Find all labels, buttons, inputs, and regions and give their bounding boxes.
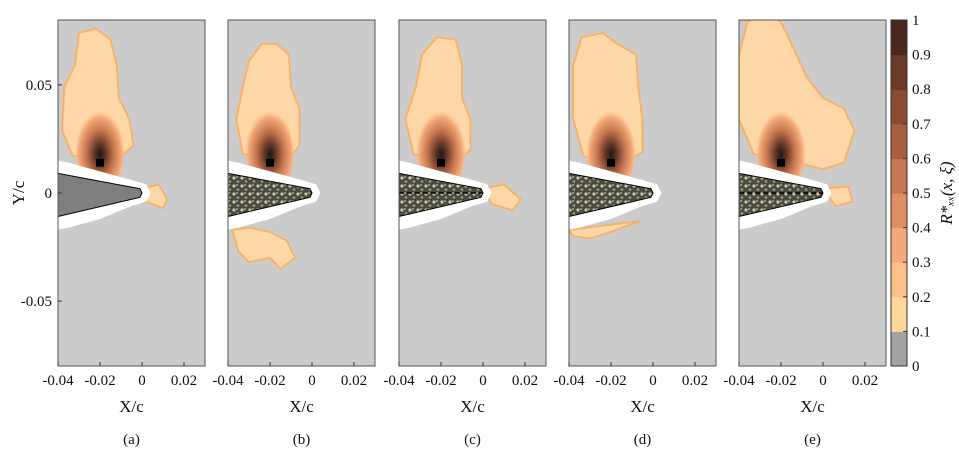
y-tick-label: 0.05 xyxy=(26,78,52,94)
panel-contour-group xyxy=(58,27,169,230)
contour-region-lower xyxy=(230,226,297,271)
x-tick-label: -0.04 xyxy=(383,373,415,389)
airfoil-trailing-edge xyxy=(228,172,313,218)
panel-4 xyxy=(568,19,717,367)
y-axis-label: Y/c xyxy=(9,180,28,205)
x-tick-label: 0.02 xyxy=(512,373,538,389)
contour-region-wake xyxy=(481,183,523,212)
panel-frame xyxy=(227,19,376,367)
colorbar-tick-label: 1 xyxy=(912,13,920,29)
panel-contour-group xyxy=(228,42,321,271)
reference-point xyxy=(96,158,104,167)
panel-contour-group xyxy=(399,36,523,230)
panel-frame xyxy=(568,19,717,367)
x-tick-label: 0 xyxy=(138,373,146,389)
colorbar-segment xyxy=(891,158,907,194)
colorbar-tick-label: 0.1 xyxy=(912,324,931,340)
colorbar-segment xyxy=(891,123,907,159)
x-axis-label: X/c xyxy=(800,397,825,416)
panel-caption: (e) xyxy=(804,432,821,448)
x-tick-label: -0.04 xyxy=(553,373,585,389)
panel-frame xyxy=(738,19,887,367)
colorbar-tick-label: 0 xyxy=(912,359,920,375)
airfoil-trailing-edge xyxy=(569,172,654,218)
axes-text-group: -0.04 -0.02 0 0.02 X/c (a) -0.04 -0.02 0 0.02 X/c (… xyxy=(9,78,878,448)
colorbar-tick-label: 0.4 xyxy=(912,221,931,237)
x-tick-label: -0.04 xyxy=(212,373,244,389)
x-tick-label: -0.04 xyxy=(723,373,755,389)
colorbar-tick-label: 0.7 xyxy=(912,117,931,133)
colorbar-label: R*ₓₓ(x, ξ) xyxy=(937,161,956,226)
colorbar: 0 0.1 0.2 0.3 0.4 0.5 0.6 0.7 0.8 0.9 1 R*ₓₓ(x, ξ) xyxy=(890,13,956,375)
x-axis-label: X/c xyxy=(630,397,655,416)
colorbar-segment xyxy=(891,54,907,90)
panel-contour-group xyxy=(569,31,662,240)
contour-region-lower xyxy=(569,220,641,240)
panel-3 xyxy=(398,19,547,367)
x-tick-label: -0.02 xyxy=(765,373,796,389)
panel-caption: (c) xyxy=(464,432,481,448)
x-tick-label: -0.04 xyxy=(42,373,74,389)
panel-1 xyxy=(57,19,206,367)
colorbar-segment xyxy=(891,193,907,229)
x-tick-label: 0 xyxy=(649,373,657,389)
panel-5 xyxy=(738,19,887,367)
panel-caption: (a) xyxy=(123,432,140,448)
x-tick-label: -0.02 xyxy=(254,373,285,389)
x-axis-label: X/c xyxy=(119,397,144,416)
colorbar-tick-label: 0.6 xyxy=(912,151,931,167)
airfoil-trailing-edge xyxy=(739,172,824,218)
x-tick-label: 0.02 xyxy=(682,373,708,389)
reference-point xyxy=(607,158,615,167)
colorbar-segment xyxy=(891,89,907,125)
colorbar-segment xyxy=(891,296,907,332)
reference-point xyxy=(777,158,785,167)
colorbar-segment xyxy=(891,331,907,367)
x-tick-label: 0 xyxy=(308,373,316,389)
panels-group xyxy=(57,19,887,367)
reference-point xyxy=(266,158,274,167)
colorbar-segment xyxy=(891,262,907,298)
colorbar-tick-label: 0.8 xyxy=(912,82,931,98)
x-tick-label: 0.02 xyxy=(341,373,367,389)
airfoil-trailing-edge xyxy=(399,172,484,218)
colorbar-segment xyxy=(891,20,907,56)
colorbar-tick-label: 0.5 xyxy=(912,186,931,202)
airfoil-trailing-edge xyxy=(58,172,143,218)
x-tick-label: 0 xyxy=(479,373,487,389)
colorbar-tick-label: 0.3 xyxy=(912,255,931,271)
panel-caption: (d) xyxy=(634,432,652,448)
x-axis-label: X/c xyxy=(289,397,314,416)
y-tick-label: 0 xyxy=(45,186,53,202)
panel-contour-group xyxy=(739,20,856,230)
colorbar-tick-label: 0.9 xyxy=(912,48,931,64)
reference-point xyxy=(437,158,445,167)
y-tick-label: -0.05 xyxy=(21,294,52,310)
x-tick-label: 0.02 xyxy=(852,373,878,389)
x-tick-label: -0.02 xyxy=(425,373,456,389)
panel-caption: (b) xyxy=(293,432,311,448)
panel-2 xyxy=(227,19,376,367)
x-tick-label: 0 xyxy=(819,373,827,389)
x-tick-label: 0.02 xyxy=(171,373,197,389)
panel-frame xyxy=(398,19,547,367)
colorbar-tick-label: 0.2 xyxy=(912,290,931,306)
colorbar-segment xyxy=(891,227,907,263)
x-tick-label: -0.02 xyxy=(84,373,115,389)
x-axis-label: X/c xyxy=(460,397,485,416)
x-tick-label: -0.02 xyxy=(595,373,626,389)
